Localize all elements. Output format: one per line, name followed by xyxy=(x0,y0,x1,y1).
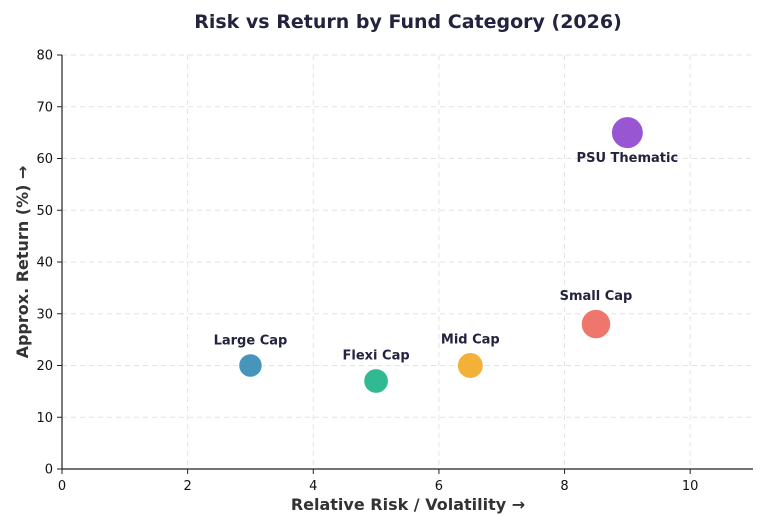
y-tick-label: 0 xyxy=(45,463,53,478)
y-axis-ticks: 0 10 20 30 40 50 60 70 80 xyxy=(36,49,62,478)
data-point xyxy=(580,308,612,340)
data-point xyxy=(456,351,485,380)
point-label: Mid Cap xyxy=(441,332,500,347)
y-axis-label: Approx. Return (%) → xyxy=(13,166,32,359)
x-tick-label: 8 xyxy=(560,479,568,494)
point-label: Large Cap xyxy=(214,334,288,349)
x-tick-label: 0 xyxy=(58,479,66,494)
y-tick-label: 60 xyxy=(36,152,53,167)
x-tick-label: 10 xyxy=(682,479,699,494)
point-labels: Large Cap Flexi Cap Mid Cap Small Cap PSU Th… xyxy=(214,151,679,364)
point-label: Small Cap xyxy=(560,289,633,304)
y-tick-label: 10 xyxy=(36,411,53,426)
y-tick-label: 70 xyxy=(36,100,53,115)
y-tick-label: 80 xyxy=(36,49,53,64)
x-tick-label: 4 xyxy=(309,479,317,494)
y-tick-label: 30 xyxy=(36,307,53,322)
x-axis-ticks: 0 2 4 6 8 10 xyxy=(58,469,699,494)
data-point xyxy=(237,352,264,379)
chart-title: Risk vs Return by Fund Category (2026) xyxy=(194,11,622,33)
grid xyxy=(62,54,753,469)
x-tick-label: 2 xyxy=(183,479,191,494)
point-label: PSU Thematic xyxy=(577,151,679,166)
y-tick-label: 20 xyxy=(36,359,53,374)
data-points xyxy=(237,115,645,395)
data-point xyxy=(362,367,390,395)
point-label: Flexi Cap xyxy=(343,348,410,363)
x-axis-label: Relative Risk / Volatility → xyxy=(291,495,525,514)
y-tick-label: 50 xyxy=(36,204,53,219)
x-tick-label: 6 xyxy=(435,479,443,494)
data-point xyxy=(610,115,645,150)
y-tick-label: 40 xyxy=(36,256,53,271)
